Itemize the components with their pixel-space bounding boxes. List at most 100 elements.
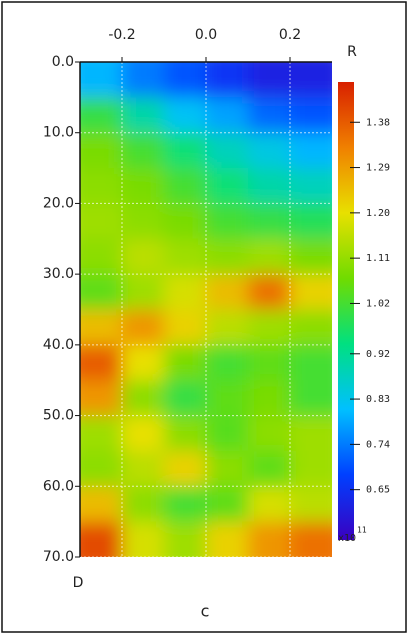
heat-cell xyxy=(80,486,123,523)
y-axis-label: D xyxy=(73,575,84,591)
heat-cell xyxy=(164,309,207,346)
heat-cell xyxy=(80,203,123,240)
heat-cell xyxy=(80,168,123,205)
y-tick-label: 70.0 xyxy=(43,549,74,565)
heat-cell xyxy=(80,415,123,452)
heat-cell xyxy=(122,486,165,523)
colorbar-scale xyxy=(338,82,354,540)
heat-cell xyxy=(80,309,123,346)
heat-cell xyxy=(248,309,291,346)
colorbar-unit: x10 xyxy=(338,533,356,544)
heat-cell xyxy=(248,486,291,523)
heat-cell xyxy=(206,238,249,276)
heat-cell xyxy=(290,415,332,452)
heat-cell xyxy=(248,380,291,417)
heat-cell xyxy=(122,380,165,417)
colorbar-tick-label: 1.02 xyxy=(366,298,390,309)
colorbar-tick-label: 0.92 xyxy=(366,349,390,360)
heatmap xyxy=(80,62,332,557)
heat-cell xyxy=(164,97,207,134)
heat-cell xyxy=(80,450,123,488)
heat-cell xyxy=(122,309,165,346)
heat-cell xyxy=(122,344,165,382)
heat-cell xyxy=(80,238,123,276)
heat-cell xyxy=(248,274,291,311)
x-tick-label: -0.2 xyxy=(108,27,135,43)
heat-cell xyxy=(80,97,123,134)
y-tick-label: 0.0 xyxy=(52,54,74,70)
heat-cell xyxy=(206,62,249,99)
heat-cell xyxy=(290,168,332,205)
heat-cell xyxy=(122,62,165,99)
heat-cell xyxy=(248,62,291,99)
heat-cell xyxy=(80,62,123,99)
x-tick-label: 0.2 xyxy=(279,27,301,43)
heat-cell xyxy=(290,521,332,557)
heat-cell xyxy=(122,97,165,134)
heat-cell xyxy=(248,450,291,488)
y-tick-label: 20.0 xyxy=(43,195,74,211)
heat-cell xyxy=(80,132,123,170)
heat-cell xyxy=(122,132,165,170)
caption: c xyxy=(201,602,210,621)
heat-cell xyxy=(122,450,165,488)
colorbar-tick-label: 1.20 xyxy=(366,208,390,219)
heat-cell xyxy=(248,238,291,276)
heat-cell xyxy=(164,238,207,276)
x-tick-label: 0.0 xyxy=(195,27,217,43)
colorbar-exponent: 11 xyxy=(357,526,367,535)
colorbar-tick-label: 1.38 xyxy=(366,117,390,128)
x-axis-label: R xyxy=(347,44,357,60)
heat-cell xyxy=(290,62,332,99)
heat-cell xyxy=(206,203,249,240)
heat-cell xyxy=(206,132,249,170)
y-tick-label: 60.0 xyxy=(43,478,74,494)
heat-cell xyxy=(164,486,207,523)
colorbar-tick-label: 1.29 xyxy=(366,163,390,174)
heat-cell xyxy=(290,132,332,170)
colorbar-tick-label: 0.74 xyxy=(366,439,390,450)
heat-cell xyxy=(164,62,207,99)
heat-cell xyxy=(80,380,123,417)
heat-cell xyxy=(164,415,207,452)
heat-cell xyxy=(206,274,249,311)
heat-cell xyxy=(290,344,332,382)
heat-cell xyxy=(206,309,249,346)
heat-cell xyxy=(122,415,165,452)
heat-cell xyxy=(290,486,332,523)
heat-cell xyxy=(206,486,249,523)
heat-cell xyxy=(206,168,249,205)
heat-cell xyxy=(80,344,123,382)
heat-cell xyxy=(248,344,291,382)
heat-cell xyxy=(248,203,291,240)
colorbar-tick-label: 1.11 xyxy=(366,253,390,264)
colorbar-tick-label: 0.65 xyxy=(366,485,390,496)
heat-cell xyxy=(164,274,207,311)
heat-cell xyxy=(164,168,207,205)
grid xyxy=(80,61,332,558)
heat-cell xyxy=(80,274,123,311)
heat-cell xyxy=(164,380,207,417)
heat-cell xyxy=(122,238,165,276)
y-tick-label: 40.0 xyxy=(43,337,74,353)
heat-cell xyxy=(290,309,332,346)
heat-cell xyxy=(206,97,249,134)
heat-cell xyxy=(80,521,123,557)
heat-cell xyxy=(164,521,207,557)
heat-cell xyxy=(290,274,332,311)
heat-cell xyxy=(290,97,332,134)
heat-cell xyxy=(122,521,165,557)
heat-cell xyxy=(164,344,207,382)
heat-cell xyxy=(290,238,332,276)
heat-cell xyxy=(248,168,291,205)
colorbar: x10 11 1.38 1.29 1.20 1.11 1.02 0.92 0.83 0.74 0… xyxy=(338,82,390,544)
heat-cell xyxy=(206,380,249,417)
heat-cell xyxy=(248,415,291,452)
heat-cell xyxy=(206,450,249,488)
heat-cell xyxy=(248,132,291,170)
heat-cell xyxy=(164,450,207,488)
y-tick-label: 10.0 xyxy=(43,125,74,141)
heat-cell xyxy=(248,97,291,134)
y-tick-label: 30.0 xyxy=(43,266,74,282)
